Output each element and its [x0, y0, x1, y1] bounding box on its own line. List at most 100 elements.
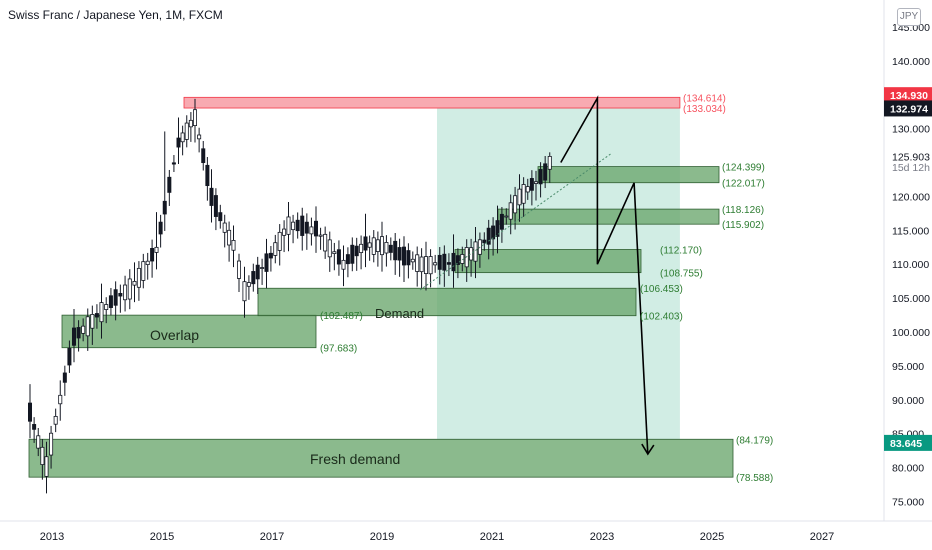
projection-path[interactable]: [560, 95, 649, 455]
candle-body: [437, 254, 442, 270]
candle-body: [99, 302, 104, 323]
candle-body: [154, 246, 159, 253]
candle-body: [428, 256, 433, 275]
candle-body: [72, 327, 77, 346]
candle-body: [286, 216, 291, 235]
zone-price-label: (134.614): [683, 93, 726, 104]
candle-body: [251, 271, 256, 285]
candle-body: [27, 402, 32, 422]
candle-body: [486, 227, 491, 245]
candle-body: [132, 281, 137, 286]
price-badge[interactable]: [884, 87, 932, 104]
candle-body: [209, 187, 214, 206]
candle-body: [264, 253, 269, 272]
candle-body: [350, 244, 355, 264]
demand-zone[interactable]: [257, 287, 637, 317]
candle-body: [158, 221, 163, 235]
candle-body: [188, 119, 193, 128]
candle-body: [81, 325, 86, 334]
zone-price-label: (112.170): [660, 245, 702, 256]
candle-body: [108, 295, 113, 308]
demand-zone[interactable]: [61, 314, 317, 349]
time-tick-label: 2025: [700, 531, 724, 543]
candle-body: [423, 256, 428, 274]
candle-body: [76, 327, 81, 339]
zone-annotation: Demand: [375, 306, 424, 321]
drawings-layer: [419, 95, 655, 456]
candle-body: [291, 221, 296, 231]
candle-body: [469, 247, 474, 261]
candle-body: [309, 226, 314, 235]
candle-body: [150, 248, 155, 262]
zone-annotation: Overlap: [150, 327, 199, 343]
stop-zone[interactable]: [183, 96, 681, 109]
price-tick-label: 130.000: [892, 124, 930, 136]
demand-zone[interactable]: [454, 249, 642, 274]
bar-countdown: 15d 12h: [892, 162, 930, 174]
price-badge[interactable]: [884, 434, 932, 451]
candle-body: [336, 249, 341, 265]
candle-body: [367, 242, 372, 248]
zone-price-label: (102.403): [640, 312, 683, 323]
currency-badge[interactable]: JPY: [897, 8, 921, 26]
candle-body: [410, 258, 415, 263]
candle-body: [58, 394, 63, 405]
candle-body: [345, 254, 350, 265]
candle-body: [341, 259, 346, 270]
candle-body: [197, 134, 202, 140]
zone-price-label: (102.487): [320, 311, 363, 322]
candle-body: [323, 233, 328, 252]
price-tick-label: 105.000: [892, 293, 930, 305]
candle-body: [313, 220, 318, 237]
candle-body: [384, 242, 389, 254]
zone-price-label: (108.755): [660, 269, 703, 280]
candle-body: [354, 245, 359, 257]
candle-body: [300, 215, 305, 236]
candle-body: [433, 262, 438, 266]
candle-body: [538, 169, 543, 185]
price-badge[interactable]: [884, 100, 932, 117]
candle-body: [442, 253, 447, 271]
time-tick-label: 2013: [40, 531, 64, 543]
candle-body: [171, 162, 176, 165]
candle-body: [363, 236, 368, 251]
time-tick-label: 2023: [590, 531, 614, 543]
candle-body: [491, 225, 496, 240]
zone-price-label: (133.034): [683, 104, 726, 115]
candle-body: [255, 264, 260, 280]
arrow-head: [641, 443, 655, 456]
candle-body: [53, 415, 58, 425]
candle-body: [184, 122, 189, 140]
candle-body: [44, 456, 49, 477]
time-tick-label: 2015: [150, 531, 174, 543]
candle-body: [236, 260, 241, 279]
candle-body: [393, 240, 398, 261]
target-area[interactable]: [437, 108, 680, 440]
zones-layer: [28, 96, 734, 478]
price-tick-label: 125.903: [892, 151, 930, 163]
candle-body: [90, 314, 95, 329]
candle-body: [145, 260, 150, 265]
zone-price-label: (78.588): [736, 473, 773, 484]
price-badge-label: 132.974: [890, 103, 928, 115]
candle-body: [332, 251, 337, 254]
candle-body: [547, 155, 552, 170]
candle-body: [375, 239, 380, 252]
candle-body: [406, 250, 411, 266]
price-tick-label: 115.000: [892, 225, 929, 237]
candle-body: [277, 231, 282, 251]
candle-body: [397, 247, 402, 261]
candle-body: [401, 246, 406, 266]
price-tick-label: 95.000: [892, 361, 924, 373]
candle-body: [543, 163, 548, 181]
candle-body: [246, 282, 251, 287]
candle-body: [49, 432, 54, 456]
trendline[interactable]: [419, 152, 613, 291]
zone-labels-layer: (134.614)(133.034) (124.399) (122.017) (118…: [150, 93, 773, 484]
demand-zone[interactable]: [497, 208, 720, 225]
candle-body: [282, 228, 287, 236]
demand-zone[interactable]: [28, 438, 734, 478]
demand-zone[interactable]: [537, 166, 720, 184]
